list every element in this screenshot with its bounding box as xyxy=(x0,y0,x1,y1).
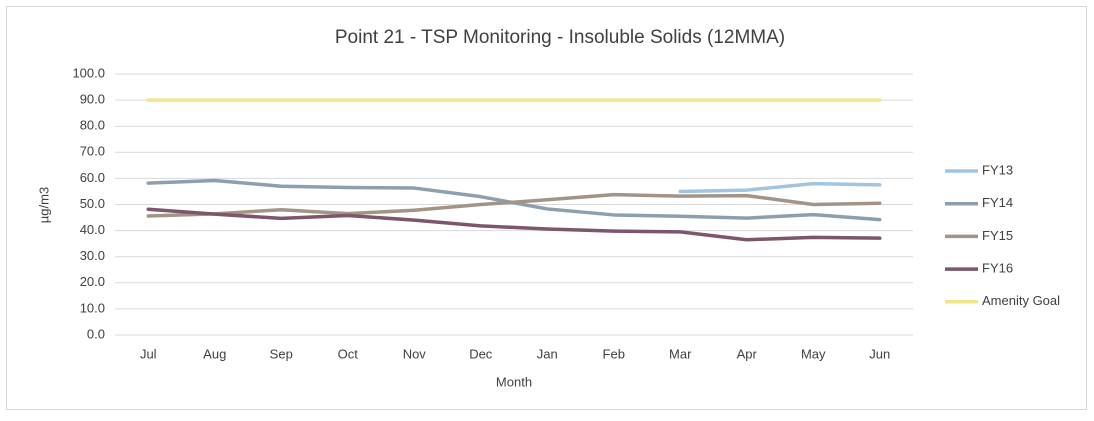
x-tick-label: Feb xyxy=(603,346,625,361)
legend-label: FY13 xyxy=(982,162,1013,177)
y-axis-label: µg/m3 xyxy=(36,187,51,223)
legend-label: FY14 xyxy=(982,195,1013,210)
y-tick-label: 20.0 xyxy=(80,274,105,289)
x-tick-label: Jun xyxy=(869,346,890,361)
x-axis-label: Month xyxy=(496,374,532,389)
x-tick-label: Jul xyxy=(140,346,157,361)
series-line xyxy=(146,207,882,242)
series-line xyxy=(146,192,882,218)
y-tick-label: 50.0 xyxy=(80,196,105,211)
legend-label: FY15 xyxy=(982,228,1013,243)
chart-title: Point 21 - TSP Monitoring - Insoluble So… xyxy=(335,27,785,48)
x-tick-label: Apr xyxy=(737,346,758,361)
x-tick-label: Jan xyxy=(537,346,558,361)
y-tick-label: 0.0 xyxy=(87,326,105,341)
x-tick-label: Nov xyxy=(403,346,427,361)
y-tick-label: 60.0 xyxy=(80,170,105,185)
series-line xyxy=(678,181,882,194)
y-tick-label: 70.0 xyxy=(80,144,105,159)
y-tick-label: 100.0 xyxy=(72,65,105,80)
y-tick-label: 10.0 xyxy=(80,300,105,315)
y-tick-label: 80.0 xyxy=(80,118,105,133)
y-tick-label: 90.0 xyxy=(80,92,105,107)
x-tick-label: Sep xyxy=(270,346,293,361)
x-tick-label: Oct xyxy=(338,346,359,361)
y-tick-label: 30.0 xyxy=(80,248,105,263)
x-tick-label: May xyxy=(801,346,826,361)
legend-label: FY16 xyxy=(982,261,1013,276)
x-tick-label: Dec xyxy=(469,346,493,361)
y-tick-label: 40.0 xyxy=(80,222,105,237)
x-tick-label: Aug xyxy=(203,346,226,361)
legend-label: Amenity Goal xyxy=(982,293,1060,308)
x-tick-label: Mar xyxy=(669,346,692,361)
